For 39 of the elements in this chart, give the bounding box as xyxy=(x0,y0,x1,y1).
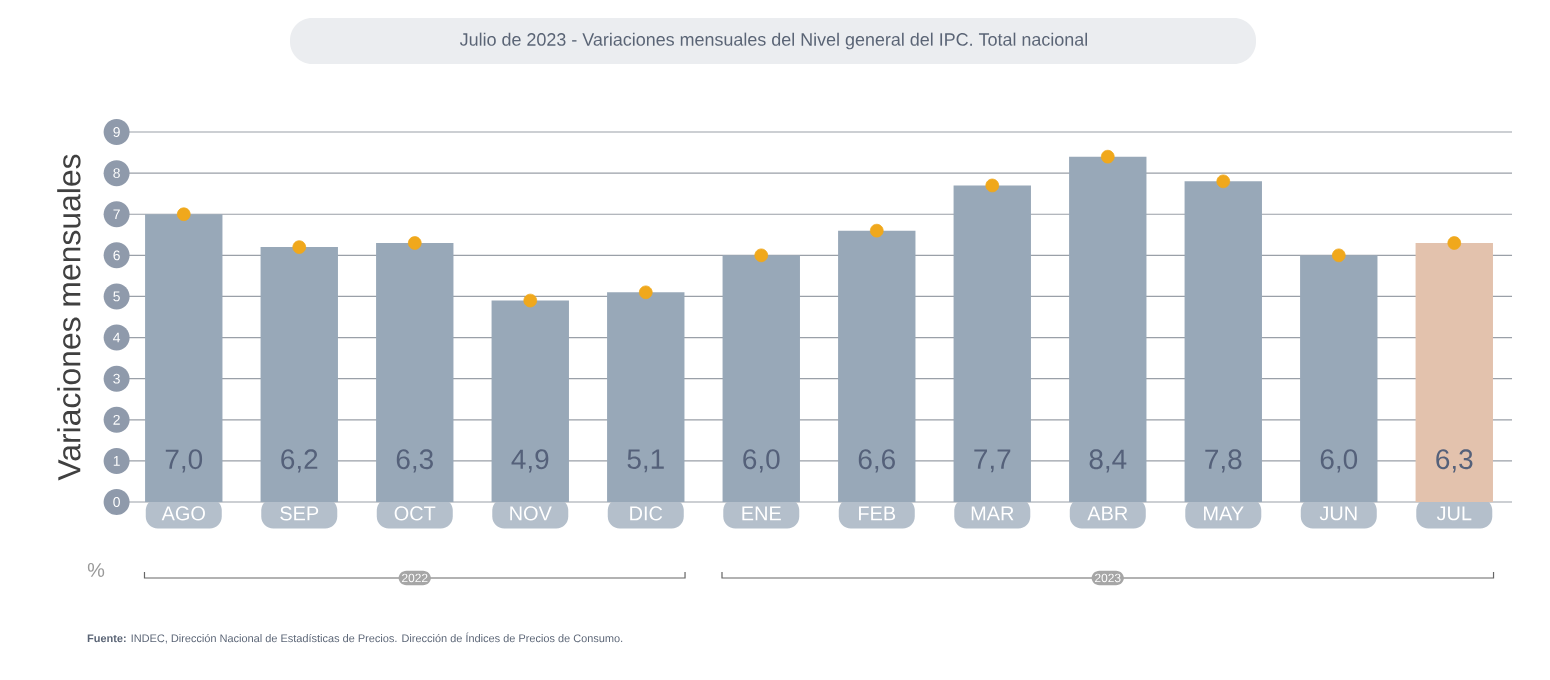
data-label: 7,7 xyxy=(974,449,1011,473)
point xyxy=(292,240,307,254)
x-tick-label: SEP xyxy=(280,506,319,521)
point xyxy=(407,236,422,250)
text: % xyxy=(87,563,105,577)
point xyxy=(638,285,653,300)
x-tick-label: JUN xyxy=(1319,506,1357,521)
data-label: 5,1 xyxy=(627,449,664,473)
data-label: 6,0 xyxy=(743,449,780,473)
data-label: 8,4 xyxy=(1089,449,1127,473)
x-tick-label: ABR xyxy=(1087,506,1128,521)
point xyxy=(1216,174,1231,189)
chart-title: Julio de 2023 - Variaciones mensuales del Nivel general del IPC. Total nacional xyxy=(459,32,1087,50)
data-label: 4,9 xyxy=(511,449,549,473)
point xyxy=(985,178,1000,193)
point xyxy=(754,248,769,263)
x-tick-label: FEB xyxy=(859,506,896,521)
data-label: 7,0 xyxy=(165,449,203,473)
x-tick-label: ENE xyxy=(742,506,781,521)
x-tick-label: NOV xyxy=(510,506,552,521)
data-label: 6,3 xyxy=(1436,449,1473,473)
x-tick-label: JUL xyxy=(1436,506,1472,521)
data-label: 7,8 xyxy=(1205,449,1242,473)
x-tick-label: OCT xyxy=(394,506,436,521)
point xyxy=(1447,236,1462,250)
x-tick-label: MAY xyxy=(1204,506,1244,521)
x-tick-label: MAR xyxy=(971,506,1014,521)
data-label: 6,2 xyxy=(281,449,318,473)
data-label: 6,0 xyxy=(1320,449,1358,473)
point xyxy=(1331,248,1346,263)
point xyxy=(176,207,191,222)
point xyxy=(1100,149,1115,164)
data-label: 6,6 xyxy=(858,449,895,473)
x-tick-label: AGO xyxy=(161,506,205,521)
point xyxy=(869,223,884,238)
data-label: 6,3 xyxy=(396,449,433,473)
x-tick-label: DIC xyxy=(630,506,663,521)
point xyxy=(523,293,538,308)
y-axis-title: Variaciones mensuales xyxy=(57,154,81,481)
